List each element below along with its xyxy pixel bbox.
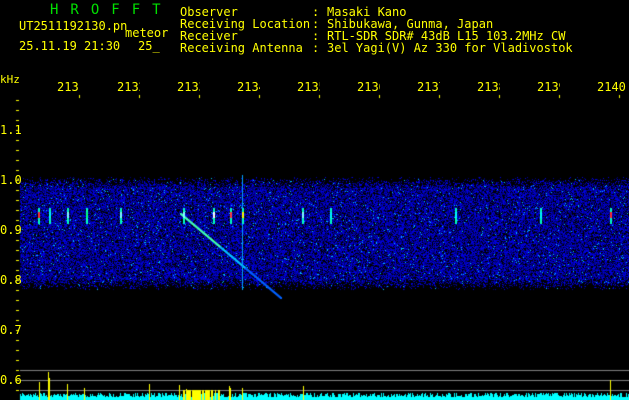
observer-label: Observer: [180, 5, 238, 19]
freq-label: 2140: [597, 81, 626, 93]
app-title: HROFFT: [50, 2, 173, 18]
count: 25_: [138, 39, 160, 53]
y-label: 0.8: [0, 273, 22, 287]
colon: :: [312, 17, 320, 31]
y-label: 0.6: [0, 373, 22, 387]
colon: :: [312, 29, 320, 43]
mode-label: meteor: [125, 26, 169, 40]
y-label: 1.1: [0, 123, 22, 137]
freq-label: 2133: [177, 81, 200, 93]
freq-label: 2131: [57, 81, 80, 93]
antenna-label: Receiving Antenna: [180, 41, 303, 55]
freq-label: 2138: [477, 81, 500, 93]
freq-label: 2134: [237, 81, 260, 93]
location-value: Shibukawa, Gunma, Japan: [327, 17, 494, 31]
antenna-value: 3el Yagi(V) Az 330 for Vladivostok: [327, 41, 573, 55]
location-label: Receiving Location: [180, 17, 311, 31]
colon: :: [312, 41, 320, 55]
observer-value: Masaki Kano: [327, 5, 407, 19]
freq-label: 2137: [417, 81, 440, 93]
freq-label: 2136: [357, 81, 380, 93]
y-label: 0.7: [0, 323, 22, 337]
y-label: 1.0: [0, 173, 22, 187]
receiver-label: Receiver: [180, 29, 238, 43]
freq-label: 2139: [537, 81, 560, 93]
unit-label: kHz: [0, 73, 20, 86]
datetime: 25.11.19 21:30: [19, 39, 121, 53]
file-name: UT2511192130.pn: [19, 19, 128, 33]
freq-label: 2135: [297, 81, 320, 93]
y-label: 0.9: [0, 223, 22, 237]
receiver-value: RTL-SDR SDR# 43dB L15 103.2MHz CW: [327, 29, 566, 43]
colon: :: [312, 5, 320, 19]
